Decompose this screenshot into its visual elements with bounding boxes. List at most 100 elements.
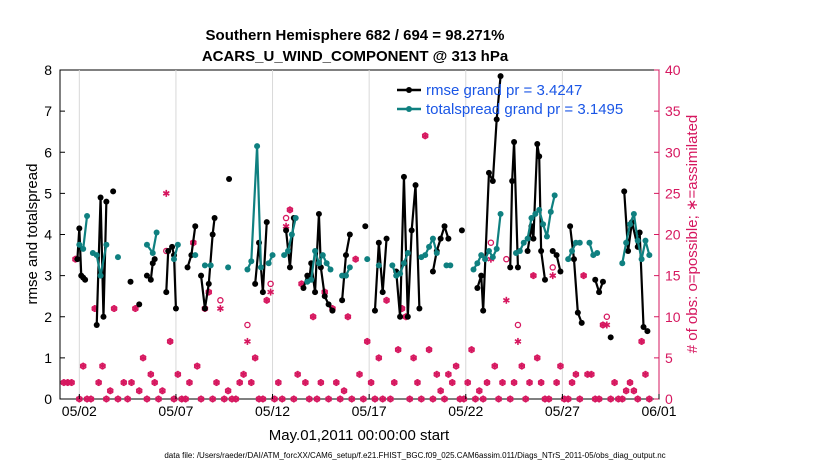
obs-possible-marker xyxy=(217,297,224,304)
obs-assimilated-marker xyxy=(274,379,282,387)
rmse-point xyxy=(346,231,353,238)
obs-assimilated-marker xyxy=(332,379,340,387)
obs-assimilated-marker xyxy=(510,379,518,387)
totalspread-point xyxy=(192,252,199,259)
rmse-point xyxy=(315,210,322,217)
obs-assimilated-marker xyxy=(367,379,375,387)
rmse-point xyxy=(625,247,632,254)
rmse-point xyxy=(259,289,266,296)
rmse-point xyxy=(416,305,423,312)
obs-assimilated-marker xyxy=(251,354,259,362)
totalspread-point xyxy=(265,260,272,267)
y2-tick-label: 5 xyxy=(665,350,673,366)
rmse-point xyxy=(534,141,541,148)
totalspread-point xyxy=(447,262,454,269)
rmse-line-segment xyxy=(509,140,520,268)
y-tick-label: 2 xyxy=(44,309,52,325)
totalspread-line-segment xyxy=(621,212,651,264)
totalspread-point xyxy=(225,264,232,271)
rmse-point xyxy=(578,319,585,326)
rmse-point xyxy=(557,268,564,275)
rmse-point xyxy=(541,276,548,283)
obs-assimilated-marker xyxy=(618,395,626,403)
y2-tick-label: 10 xyxy=(665,309,681,325)
legend-rmse-marker xyxy=(406,87,412,93)
obs-assimilated-marker xyxy=(502,296,510,304)
obs-assimilated-marker xyxy=(568,379,576,387)
obs-assimilated-marker xyxy=(87,395,95,403)
totalspread-point xyxy=(551,192,558,199)
legend-spread-label: totalspread grand pr = 3.1495 xyxy=(426,101,623,118)
obs-assimilated-marker xyxy=(468,346,476,354)
rmse-point xyxy=(100,313,107,320)
obs-assimilated-marker xyxy=(595,395,603,403)
totalspread-point xyxy=(97,272,104,279)
rmse-point xyxy=(429,268,436,275)
rmse-point xyxy=(480,307,487,314)
rmse-point xyxy=(574,309,581,316)
totalspread-point xyxy=(174,241,181,248)
obs-assimilated-marker xyxy=(166,337,174,345)
rmse-point xyxy=(621,188,628,195)
totalspread-point xyxy=(619,260,626,267)
obs-count-markers xyxy=(60,132,653,403)
rmse-point xyxy=(205,280,212,287)
totalspread-point xyxy=(327,266,334,273)
y2-tick-label: 25 xyxy=(665,185,681,201)
obs-assimilated-marker xyxy=(371,395,379,403)
rmse-point xyxy=(136,301,143,308)
rmse-point xyxy=(567,223,574,230)
totalspread-point xyxy=(76,241,83,248)
obs-assimilated-marker xyxy=(421,132,429,140)
y2-tick-label: 40 xyxy=(665,62,681,78)
obs-assimilated-marker xyxy=(340,387,348,395)
totalspread-point xyxy=(646,252,653,259)
totalspread-point xyxy=(285,247,292,254)
obs-assimilated-marker xyxy=(186,379,193,387)
obs-assimilated-marker xyxy=(68,379,76,387)
rmse-point xyxy=(110,188,117,195)
y-tick-label: 8 xyxy=(44,62,52,78)
obs-assimilated-marker xyxy=(95,379,103,387)
obs-assimilated-marker xyxy=(506,395,514,403)
totalspread-point xyxy=(143,241,150,248)
totalspread-point xyxy=(536,206,543,213)
rmse-point xyxy=(209,231,216,238)
obs-assimilated-marker xyxy=(603,321,611,329)
chart-title: Southern Hemisphere 682 / 694 = 98.271% xyxy=(206,27,505,44)
totalspread-point xyxy=(149,250,156,257)
totalspread-point xyxy=(308,276,315,283)
obs-assimilated-marker xyxy=(576,395,584,403)
totalspread-point xyxy=(497,210,504,217)
rmse-point xyxy=(412,182,419,189)
totalspread-point xyxy=(342,272,349,279)
obs-assimilated-marker xyxy=(630,387,638,395)
obs-assimilated-marker xyxy=(514,337,522,345)
obs-assimilated-marker xyxy=(363,337,371,345)
obs-possible-marker xyxy=(487,239,495,246)
obs-assimilated-marker xyxy=(301,379,309,387)
legend: rmse grand pr = 3.4247 totalspread grand… xyxy=(397,82,623,118)
rmse-point xyxy=(375,239,382,246)
obs-assimilated-marker xyxy=(352,255,360,263)
obs-assimilated-marker xyxy=(216,305,224,313)
totalspread-point xyxy=(520,239,527,246)
rmse-point xyxy=(474,284,481,291)
rmse-point xyxy=(485,169,492,176)
totalspread-point xyxy=(288,231,295,238)
obs-assimilated-marker xyxy=(294,370,302,378)
rmse-point xyxy=(103,198,110,205)
rmse-point xyxy=(636,229,643,236)
obs-assimilated-marker xyxy=(386,395,394,403)
obs-assimilated-marker xyxy=(243,337,251,345)
totalspread-point xyxy=(422,252,429,259)
y-tick-label: 5 xyxy=(44,185,52,201)
obs-assimilated-marker xyxy=(522,395,530,403)
obs-assimilated-marker xyxy=(236,379,244,387)
rmse-point xyxy=(165,247,172,254)
obs-assimilated-marker xyxy=(193,362,201,370)
totalspread-point xyxy=(292,215,299,222)
obs-possible-marker xyxy=(282,214,290,222)
totalspread-point xyxy=(642,237,649,244)
rmse-point xyxy=(536,153,543,160)
